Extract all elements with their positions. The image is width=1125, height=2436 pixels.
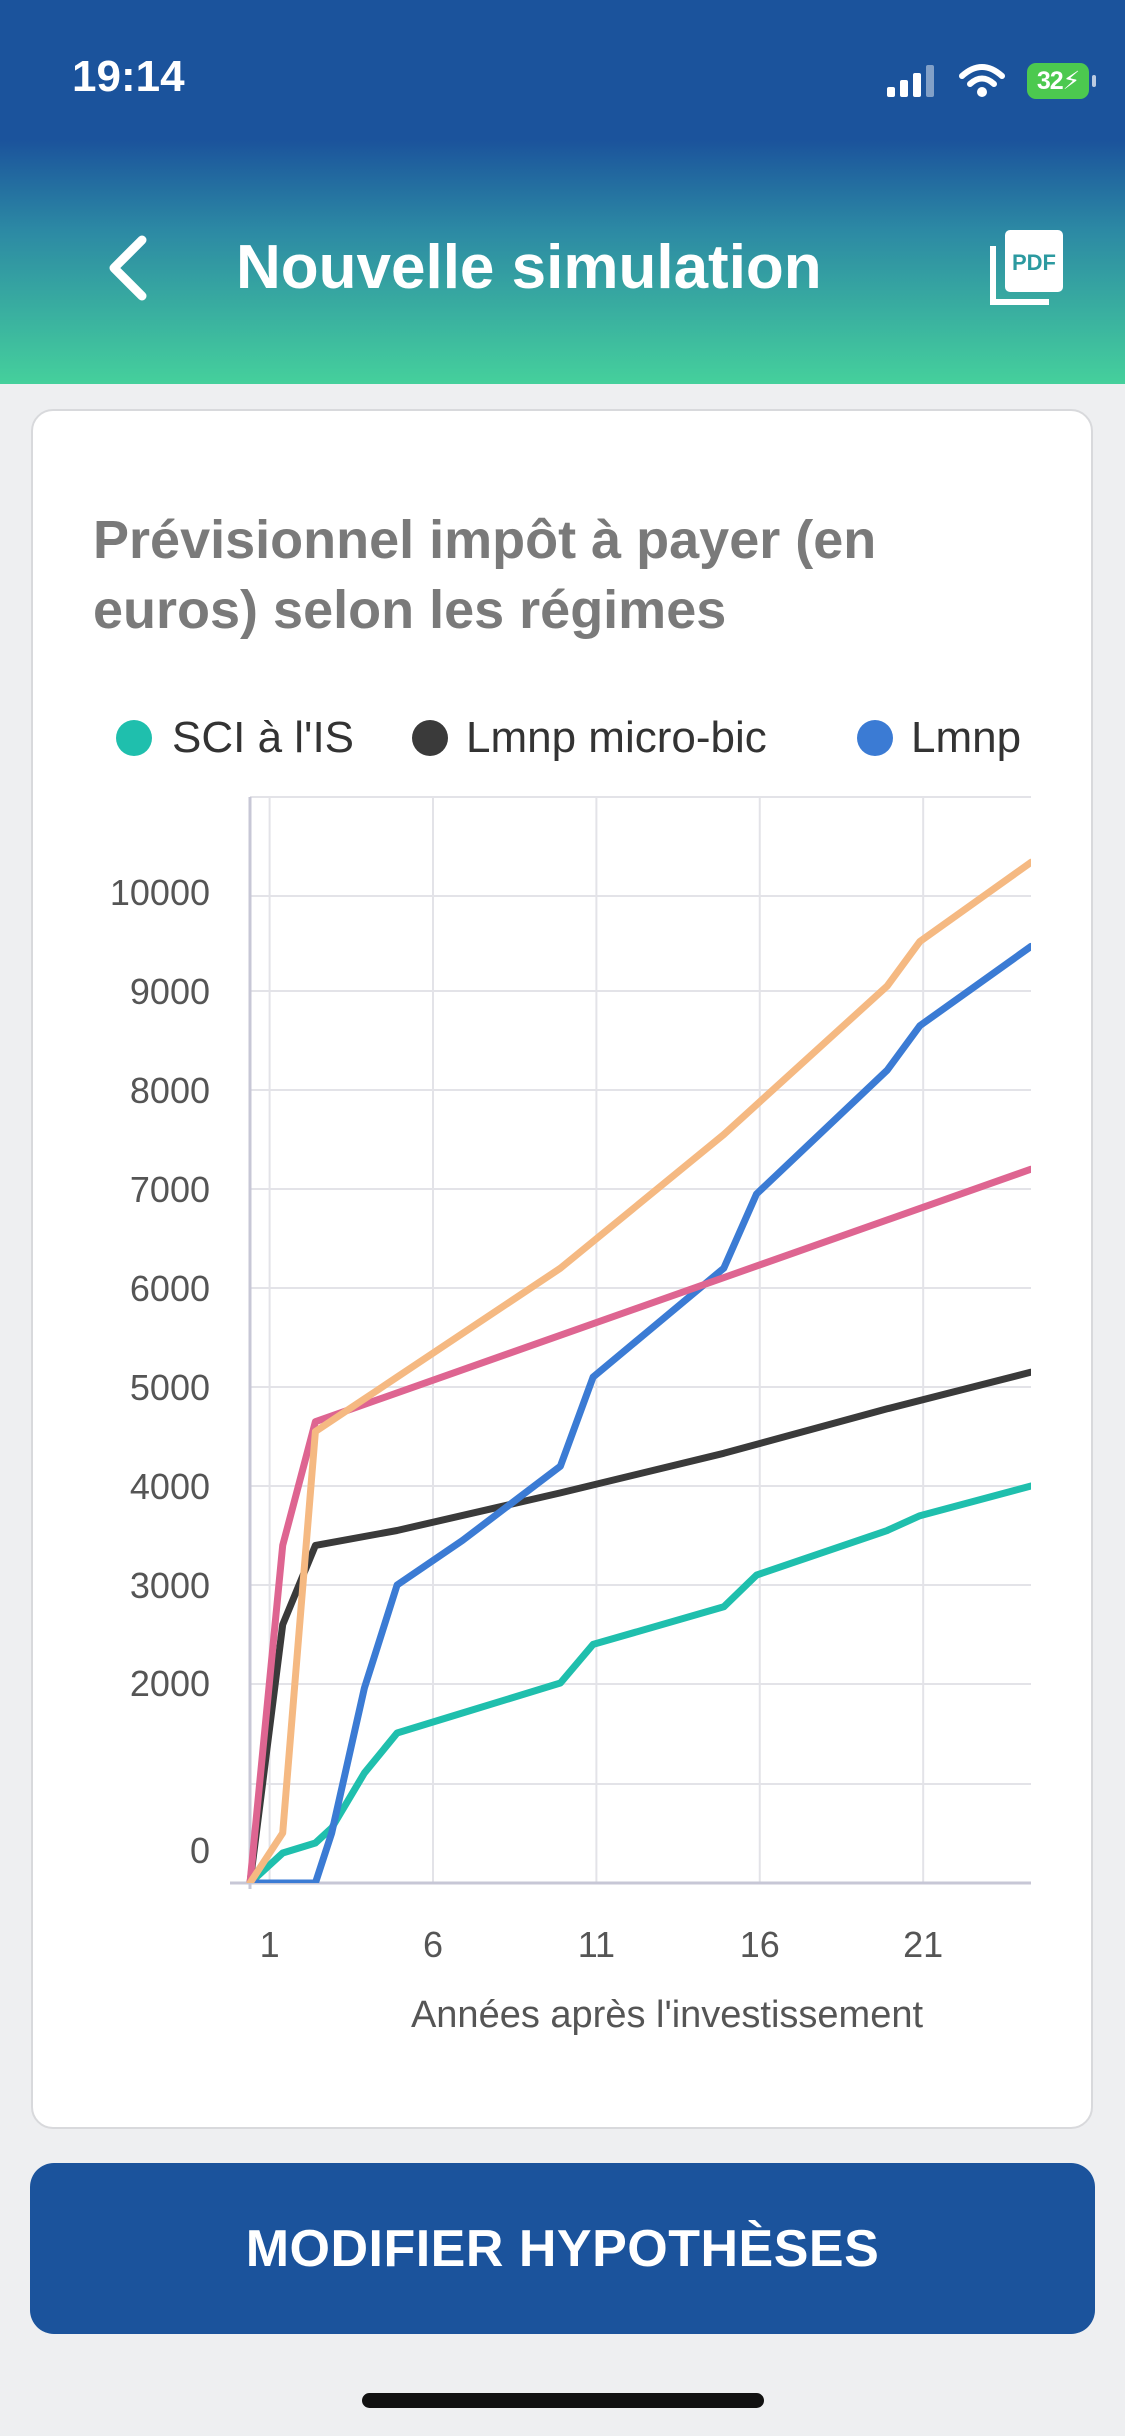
pdf-label: PDF [1012, 250, 1056, 275]
page-title: Nouvelle simulation [236, 233, 822, 302]
series-line [246, 1368, 1031, 1883]
x-tick-label: 1 [260, 1924, 280, 1965]
series-line [246, 858, 1031, 1883]
series-line [246, 942, 1031, 1883]
series-line [246, 1165, 1031, 1883]
legend-label: Lmnp [911, 713, 1021, 762]
y-tick-label: 3000 [130, 1565, 210, 1606]
status-time: 19:14 [72, 52, 185, 101]
x-tick-label: 21 [903, 1924, 943, 1965]
x-tick-label: 11 [578, 1924, 615, 1965]
legend-marker [116, 720, 152, 756]
cellular-signal-icon [887, 65, 934, 97]
x-tick-label: 6 [423, 1924, 443, 1965]
status-icons: 32 ⚡ [887, 58, 1096, 104]
y-tick-label: 5000 [130, 1367, 210, 1408]
legend-label: Lmnp micro-bic [466, 713, 767, 762]
battery-icon: 32 ⚡ [1027, 63, 1096, 99]
wifi-icon [959, 64, 1005, 97]
legend-marker [857, 720, 893, 756]
y-tick-label: 10000 [110, 872, 210, 913]
chart-title: Prévisionnel impôt à payer (en euros) se… [93, 510, 877, 640]
back-chevron-icon[interactable] [100, 228, 160, 308]
home-indicator [362, 2393, 764, 2408]
modify-hypotheses-button[interactable]: MODIFIER HYPOTHÈSES [30, 2163, 1095, 2334]
header-bar: 19:14 32 ⚡ Nouvelle simulation PDF [0, 0, 1125, 384]
y-tick-label: 4000 [130, 1466, 210, 1507]
x-tick-label: 16 [740, 1924, 780, 1965]
pdf-export-icon[interactable]: PDF [985, 226, 1067, 308]
y-tick-label: 9000 [130, 971, 210, 1012]
series-line [246, 1482, 1031, 1883]
y-tick-label: 8000 [130, 1070, 210, 1111]
legend-label: SCI à l'IS [172, 713, 354, 762]
y-tick-label: 0 [190, 1830, 210, 1871]
x-axis-label: Années après l'investissement [411, 1994, 924, 2036]
legend-marker [412, 720, 448, 756]
battery-level: 32 [1036, 66, 1064, 95]
y-tick-label: 6000 [130, 1268, 210, 1309]
y-tick-label: 7000 [130, 1169, 210, 1210]
y-tick-label: 2000 [130, 1663, 210, 1704]
